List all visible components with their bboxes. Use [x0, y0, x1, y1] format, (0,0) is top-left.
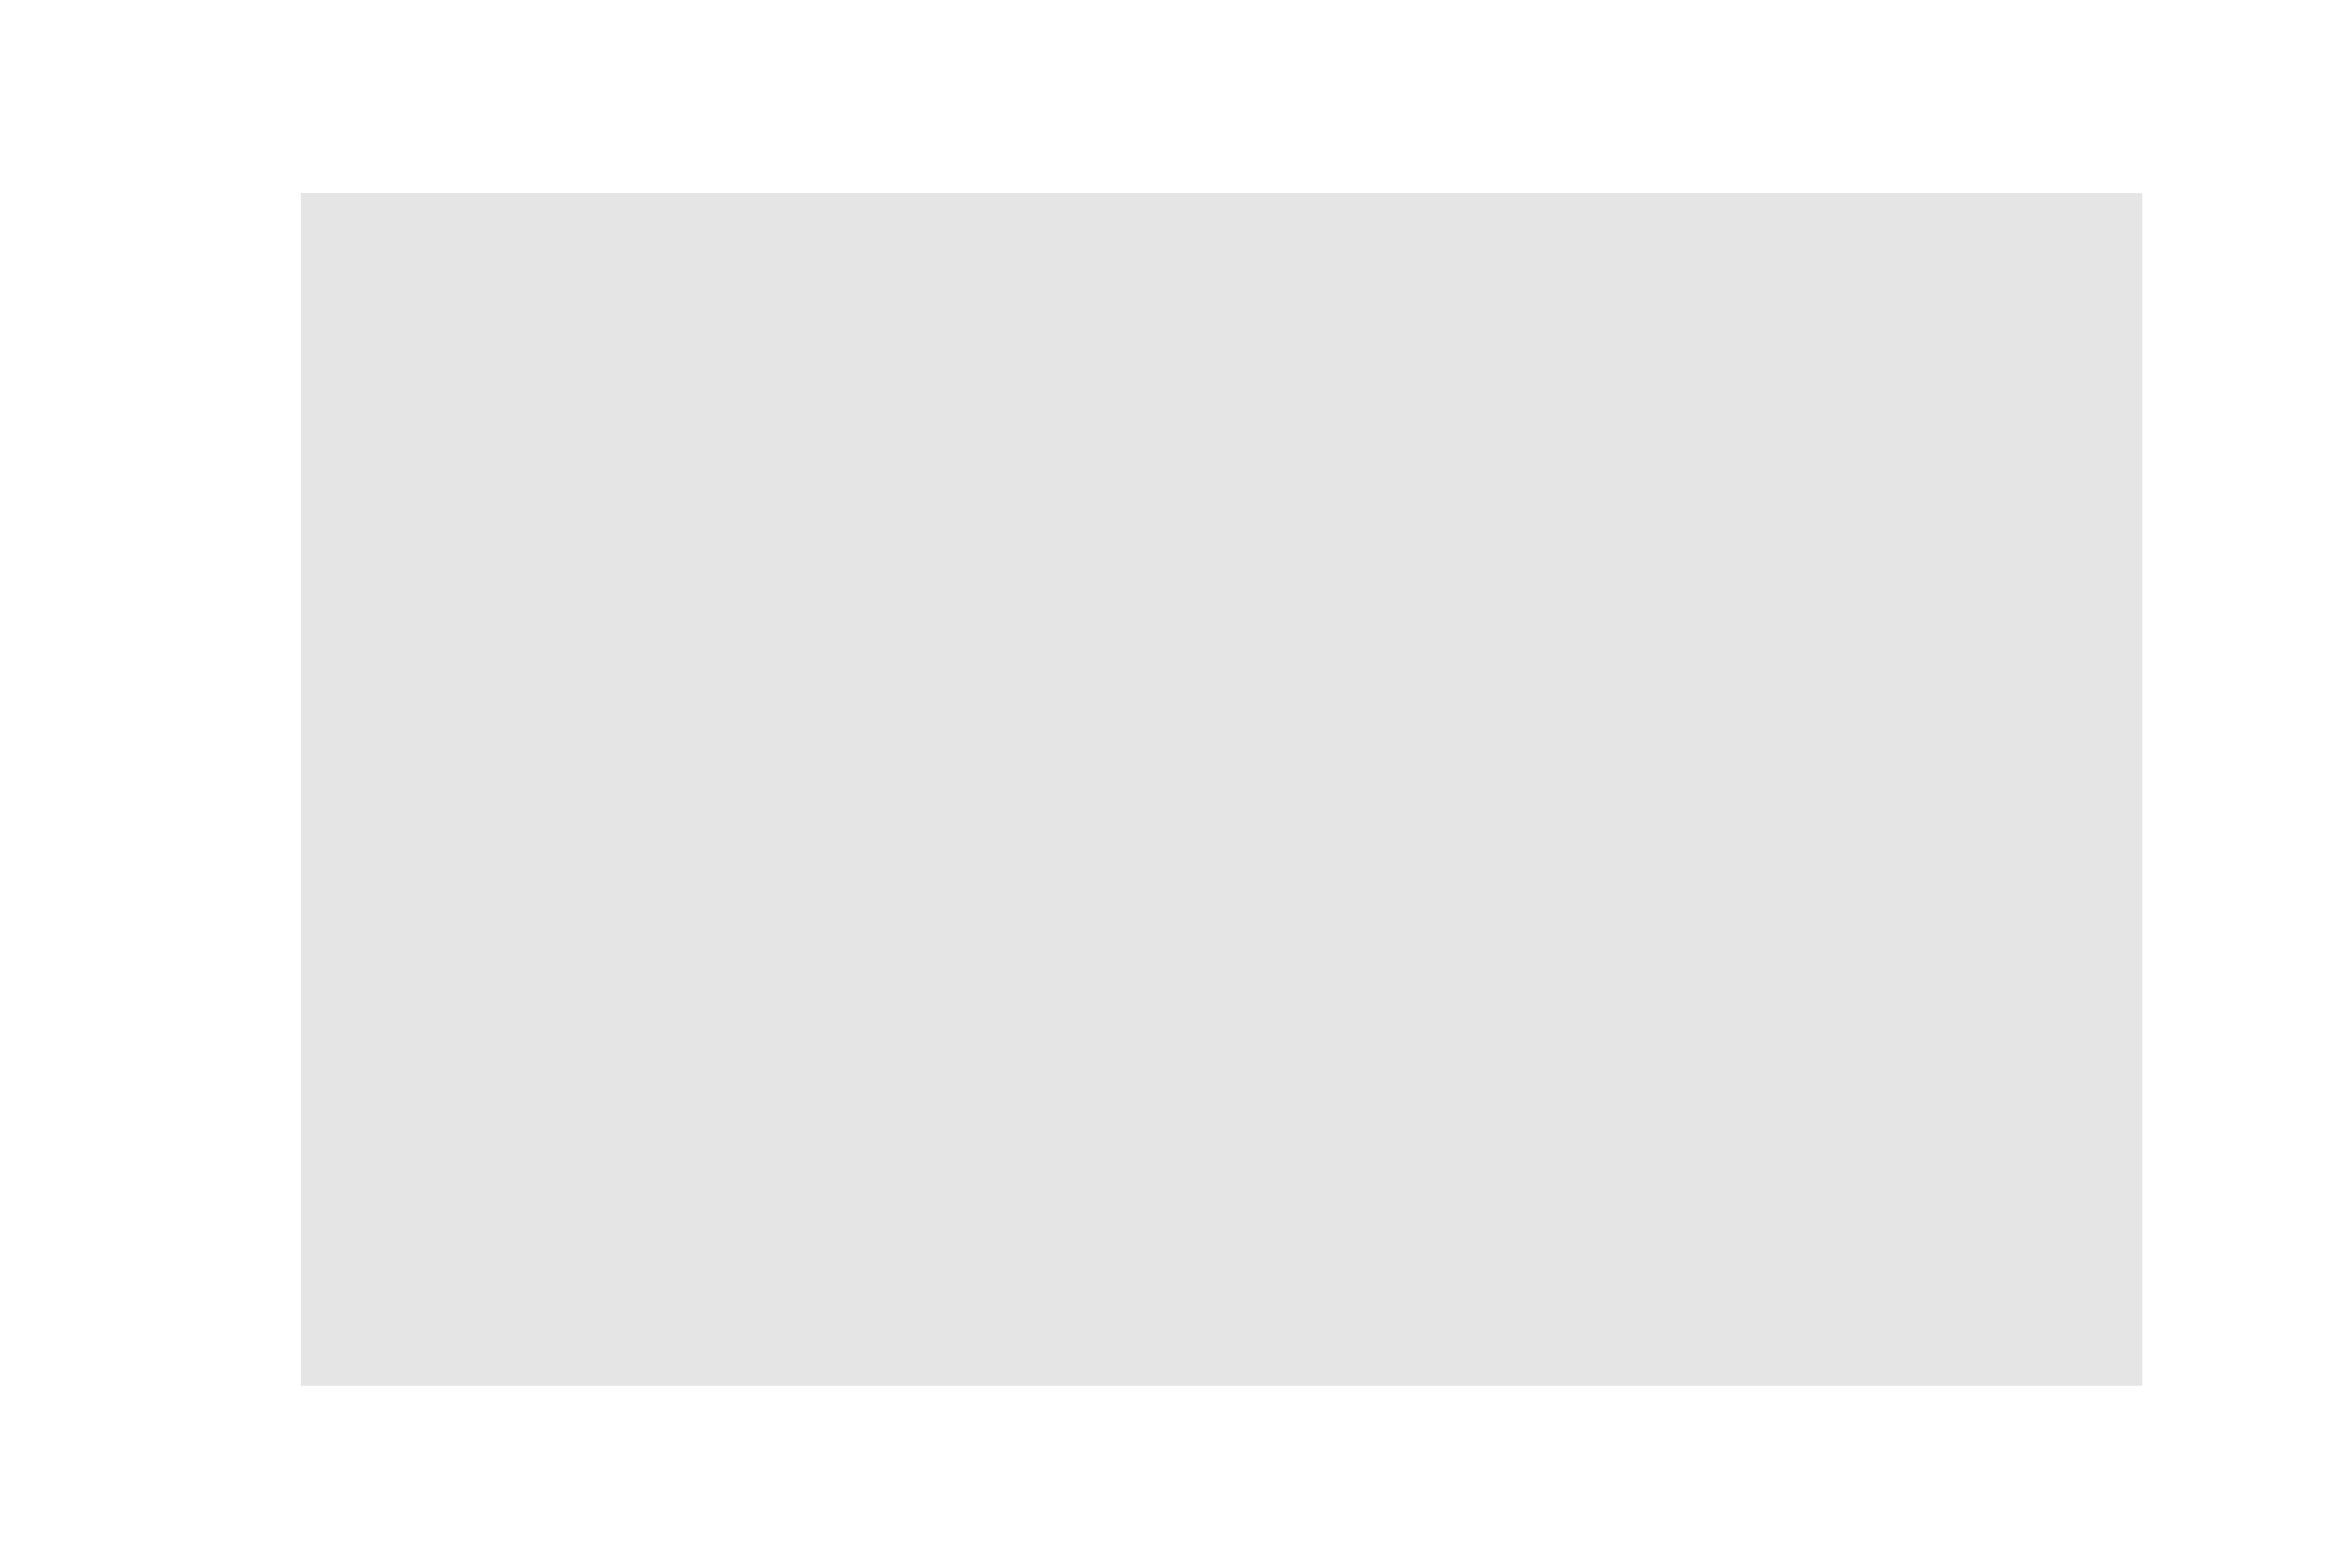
plot-area: [301, 193, 2142, 1386]
